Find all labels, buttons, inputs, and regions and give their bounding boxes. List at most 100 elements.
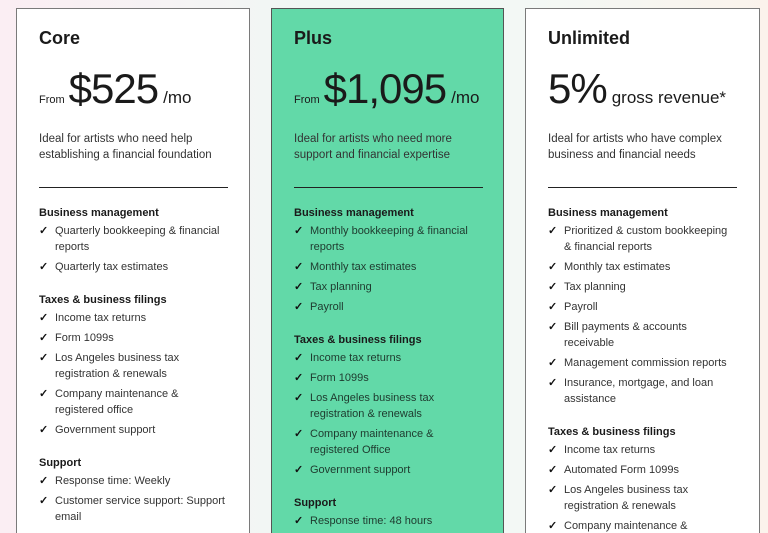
section-heading: Taxes & business filings: [294, 334, 422, 346]
feature-list: ✓ Prioritized & custom bookkeeping & fina…: [548, 223, 737, 407]
feature-label: Quarterly tax estimates: [55, 261, 169, 273]
feature-label: Monthly tax estimates: [564, 261, 671, 273]
feature-item: ✓ Government support: [39, 422, 227, 438]
feature-item: ✓ Management commission reports: [548, 355, 737, 371]
checkmark-icon: ✓: [548, 464, 558, 476]
feature-item: ✓ Automated Form 1099s: [548, 462, 737, 478]
feature-label: Form 1099s: [55, 332, 114, 344]
checkmark-icon: ✓: [294, 352, 304, 364]
feature-label: Income tax returns: [55, 312, 147, 324]
feature-item: ✓ Tax planning: [548, 279, 737, 295]
plan-name: Plus: [294, 28, 333, 48]
feature-label: Form 1099s: [310, 372, 369, 384]
feature-label: Government support: [310, 464, 411, 476]
checkmark-icon: ✓: [548, 321, 558, 333]
checkmark-icon: ✓: [294, 428, 304, 440]
feature-list: ✓ Quarterly bookkeeping & financial repor…: [39, 223, 227, 275]
section-heading: Support: [39, 457, 82, 469]
feature-item: ✓ Insurance, mortgage, and loan assistanc…: [548, 375, 737, 407]
checkmark-icon: ✓: [294, 464, 304, 476]
plan-price: 5% gross revenue*: [548, 60, 737, 118]
feature-label: Prioritized & custom bookkeeping & finan…: [564, 225, 728, 253]
feature-item: ✓ Payroll: [294, 299, 481, 315]
feature-item: ✓ Government support: [294, 462, 481, 478]
checkmark-icon: ✓: [548, 357, 558, 369]
checkmark-icon: ✓: [39, 312, 49, 324]
checkmark-icon: ✓: [294, 372, 304, 384]
feature-item: ✓ Monthly bookkeeping & financial reports: [294, 223, 481, 255]
section-heading: Business management: [294, 207, 414, 219]
feature-item: ✓ Response time: 48 hours: [294, 513, 481, 529]
feature-label: Response time: Weekly: [55, 475, 171, 487]
price-prefix: From: [294, 94, 320, 106]
feature-label: Payroll: [564, 301, 598, 313]
checkmark-icon: ✓: [548, 281, 558, 293]
checkmark-icon: ✓: [548, 261, 558, 273]
checkmark-icon: ✓: [294, 392, 304, 404]
divider: [548, 187, 737, 188]
feature-item: ✓ Monthly tax estimates: [294, 259, 481, 275]
feature-label: Company maintenance & registered office: [564, 520, 688, 532]
feature-item: ✓ Company maintenance & registered office: [39, 386, 227, 418]
section-heading: Support: [294, 497, 337, 509]
section-heading: Business management: [548, 207, 668, 219]
price-amount: 5%: [548, 65, 608, 112]
feature-item: ✓ Los Angeles business tax registration &…: [294, 390, 481, 422]
price-amount: $1,095: [323, 65, 447, 112]
feature-list: ✓ Income tax returns ✓ Form 1099s ✓ Los Angel…: [294, 350, 481, 478]
feature-label: Automated Form 1099s: [564, 464, 679, 476]
feature-item: ✓ Payroll: [548, 299, 737, 315]
checkmark-icon: ✓: [294, 225, 304, 237]
plan-name: Unlimited: [548, 28, 631, 48]
feature-list: ✓ Income tax returns ✓ Form 1099s ✓ Los Angel…: [39, 310, 227, 438]
checkmark-icon: ✓: [39, 261, 49, 273]
section-heading: Taxes & business filings: [39, 294, 167, 306]
feature-item: ✓ Income tax returns: [548, 442, 737, 458]
feature-label: Quarterly bookkeeping & financial report…: [55, 225, 220, 253]
section-heading: Taxes & business filings: [548, 426, 676, 438]
checkmark-icon: ✓: [548, 444, 558, 456]
feature-item: ✓ Income tax returns: [39, 310, 227, 326]
feature-label: Response time: 48 hours: [310, 515, 433, 527]
checkmark-icon: ✓: [39, 225, 49, 237]
feature-item: ✓ Prioritized & custom bookkeeping & fina…: [548, 223, 737, 255]
price-suffix: gross revenue*: [611, 88, 727, 107]
feature-list: ✓ Response time: 48 hours: [294, 513, 481, 529]
feature-item: ✓ Customer service support: Support email: [39, 493, 227, 525]
feature-list: ✓ Monthly bookkeeping & financial reports…: [294, 223, 481, 315]
feature-label: Payroll: [310, 301, 344, 313]
feature-label: Bill payments & accounts receivable: [564, 321, 687, 349]
feature-item: ✓ Company maintenance & registered office: [548, 518, 737, 533]
feature-item: ✓ Company maintenance & registered Office: [294, 426, 481, 458]
plan-price: From $525 /mo: [39, 60, 227, 118]
feature-label: Tax planning: [310, 281, 372, 293]
feature-label: Insurance, mortgage, and loan assistance: [564, 377, 714, 405]
feature-item: ✓ Form 1099s: [294, 370, 481, 386]
feature-label: Los Angeles business tax registration & …: [55, 352, 180, 380]
checkmark-icon: ✓: [548, 301, 558, 313]
plan-name: Core: [39, 28, 81, 48]
checkmark-icon: ✓: [548, 520, 558, 532]
checkmark-icon: ✓: [294, 281, 304, 293]
feature-item: ✓ Tax planning: [294, 279, 481, 295]
feature-list: ✓ Response time: Weekly ✓ Customer service …: [39, 473, 227, 525]
plan-card-core: Core From $525 /mo Ideal for artists who…: [16, 8, 250, 533]
checkmark-icon: ✓: [294, 261, 304, 273]
feature-item: ✓ Los Angeles business tax registration &…: [548, 482, 737, 514]
feature-item: ✓ Los Angeles business tax registration &…: [39, 350, 227, 382]
feature-list: ✓ Income tax returns ✓ Automated Form 1099s…: [548, 442, 737, 533]
feature-label: Monthly tax estimates: [310, 261, 417, 273]
checkmark-icon: ✓: [39, 332, 49, 344]
feature-label: Management commission reports: [564, 357, 727, 369]
feature-label: Customer service support: Support email: [55, 495, 225, 523]
divider: [294, 187, 483, 188]
plan-description: Ideal for artists who need help establis…: [39, 133, 212, 161]
feature-item: ✓ Monthly tax estimates: [548, 259, 737, 275]
feature-label: Monthly bookkeeping & financial reports: [310, 225, 468, 253]
checkmark-icon: ✓: [39, 388, 49, 400]
checkmark-icon: ✓: [39, 352, 49, 364]
checkmark-icon: ✓: [548, 377, 558, 389]
feature-label: Company maintenance & registered office: [55, 388, 179, 416]
section-heading: Business management: [39, 207, 159, 219]
feature-item: ✓ Quarterly tax estimates: [39, 259, 227, 275]
